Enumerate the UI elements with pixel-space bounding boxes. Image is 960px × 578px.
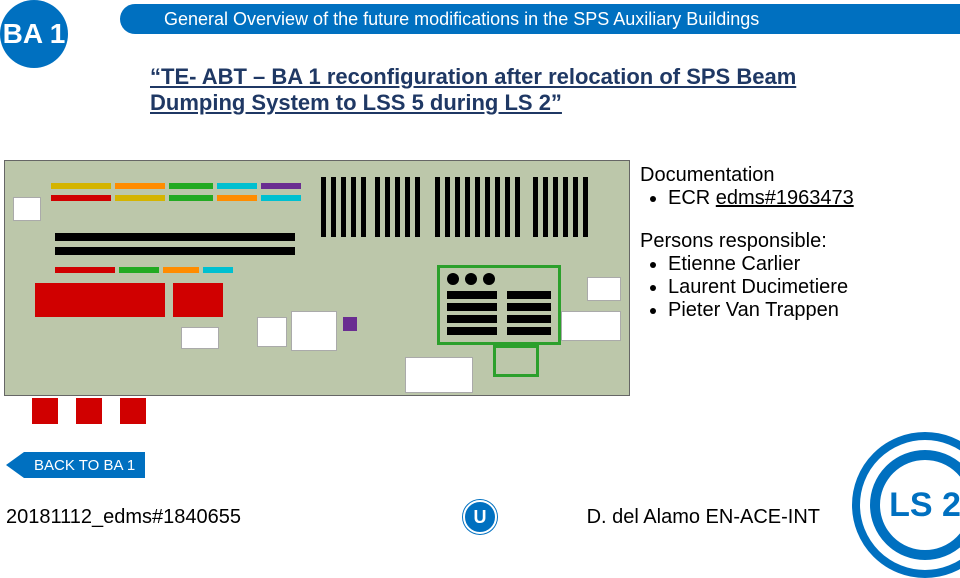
fp-block-red <box>173 283 223 317</box>
ba1-badge-text: BA 1 <box>3 18 66 50</box>
fp-rack <box>563 177 568 237</box>
fp-rack <box>395 177 400 237</box>
fp-rack <box>533 177 538 237</box>
fp-rack <box>331 177 336 237</box>
footer-right-text: D. del Alamo EN-ACE-INT <box>587 506 820 529</box>
fp-room <box>13 197 41 221</box>
fp-strip <box>217 183 257 189</box>
fp-strip <box>51 183 111 189</box>
fp-rack <box>341 177 346 237</box>
fp-block-red <box>35 283 165 317</box>
persons-label: Persons responsible: <box>640 230 950 253</box>
fp-rack <box>415 177 420 237</box>
fp-rack <box>515 177 520 237</box>
fp-rack <box>553 177 558 237</box>
fp-strip <box>261 183 301 189</box>
fp-room <box>561 311 621 341</box>
sidebar: Documentation ECR edms#1963473 Persons r… <box>640 164 950 342</box>
person-item: Laurent Ducimetiere <box>668 276 950 299</box>
fp-strip <box>119 267 159 273</box>
person-item: Etienne Carlier <box>668 253 950 276</box>
fp-strip <box>115 183 165 189</box>
fp-bar <box>55 233 295 241</box>
fp-rack <box>543 177 548 237</box>
fp-ext-red <box>32 398 58 424</box>
fp-strip <box>203 267 233 273</box>
fp-strip <box>163 267 199 273</box>
documentation-item: ECR edms#1963473 <box>668 187 950 210</box>
persons-section: Persons responsible: Etienne Carlier Lau… <box>640 230 950 322</box>
fp-strip <box>55 267 115 273</box>
documentation-label: Documentation <box>640 164 950 187</box>
fp-rack <box>485 177 490 237</box>
fp-strip <box>51 195 111 201</box>
fp-rack <box>475 177 480 237</box>
fp-rack <box>505 177 510 237</box>
fp-rack <box>385 177 390 237</box>
header-bar: General Overview of the future modificat… <box>120 4 960 34</box>
fp-strip <box>169 183 213 189</box>
floorplan <box>4 160 630 396</box>
fp-strip <box>261 195 301 201</box>
fp-rack <box>583 177 588 237</box>
fp-strip <box>115 195 165 201</box>
documentation-section: Documentation ECR edms#1963473 <box>640 164 950 210</box>
fp-room <box>291 311 337 351</box>
fp-rack <box>405 177 410 237</box>
doc-link[interactable]: edms#1963473 <box>716 187 854 209</box>
fp-room <box>257 317 287 347</box>
header-title: General Overview of the future modificat… <box>164 9 759 30</box>
arrow-left-icon <box>6 452 24 478</box>
fp-rack <box>361 177 366 237</box>
fp-rack <box>435 177 440 237</box>
fp-rack <box>573 177 578 237</box>
fp-rack <box>351 177 356 237</box>
person-item: Pieter Van Trappen <box>668 299 950 322</box>
highlight-box <box>437 265 561 345</box>
ls2-badge-text: LS 2 <box>889 486 960 525</box>
fp-ext-red <box>76 398 102 424</box>
footer-center-badge: U <box>463 500 497 534</box>
doc-prefix: ECR <box>668 187 716 209</box>
footer-left-text: 20181112_edms#1840655 <box>6 506 241 529</box>
fp-room <box>405 357 473 393</box>
fp-strip <box>169 195 213 201</box>
fp-room <box>587 277 621 301</box>
back-button-label: BACK TO BA 1 <box>24 452 145 478</box>
highlight-box <box>493 345 539 377</box>
fp-rack <box>455 177 460 237</box>
fp-rack <box>321 177 326 237</box>
subtitle-quote: “TE- ABT – BA 1 reconfiguration after re… <box>150 64 870 116</box>
fp-ext-red <box>120 398 146 424</box>
fp-rack <box>445 177 450 237</box>
footer: 20181112_edms#1840655 U D. del Alamo EN-… <box>0 494 960 540</box>
fp-rack <box>465 177 470 237</box>
fp-strip <box>217 195 257 201</box>
back-button[interactable]: BACK TO BA 1 <box>6 452 145 478</box>
footer-center-glyph: U <box>474 507 487 528</box>
ba1-badge: BA 1 <box>0 0 68 68</box>
fp-bar <box>55 247 295 255</box>
fp-room <box>181 327 219 349</box>
fp-block <box>343 317 357 331</box>
fp-rack <box>495 177 500 237</box>
fp-rack <box>375 177 380 237</box>
